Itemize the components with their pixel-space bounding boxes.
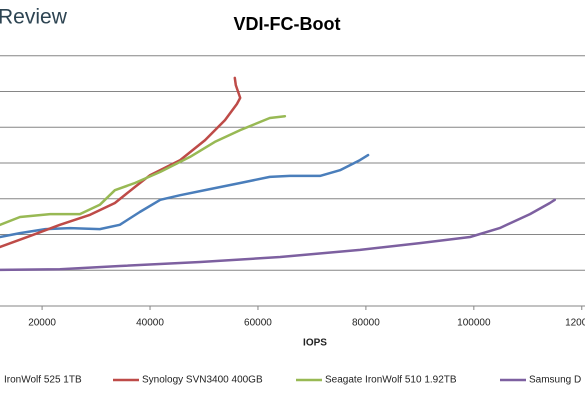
x-tick-label: 60000 [244, 318, 272, 329]
x-tick-label: 20000 [28, 318, 56, 329]
series-line [0, 198, 557, 272]
x-tick-label: 100000 [457, 318, 491, 329]
brand-logo: Review [0, 6, 68, 29]
x-tick-label: 120000 [565, 318, 585, 329]
plot-area [0, 76, 557, 272]
legend-label: Samsung D [529, 375, 581, 386]
x-tick-label: 40000 [136, 318, 164, 329]
series-line [0, 76, 242, 249]
series-line [0, 153, 370, 239]
chart-title: VDI-FC-Boot [234, 14, 341, 34]
x-tick-label: 80000 [352, 318, 380, 329]
grid: 20000 40000 60000 80000 100000 120000 [0, 55, 585, 329]
series-line [0, 114, 287, 227]
x-axis-title: IOPS [303, 338, 327, 349]
legend-label: Seagate IronWolf 510 1.92TB [325, 375, 457, 386]
legend-label: Synology SVN3400 400GB [142, 375, 263, 386]
legend: IronWolf 525 1TB Synology SVN3400 400GB Se… [4, 375, 581, 386]
legend-label: IronWolf 525 1TB [4, 375, 82, 386]
